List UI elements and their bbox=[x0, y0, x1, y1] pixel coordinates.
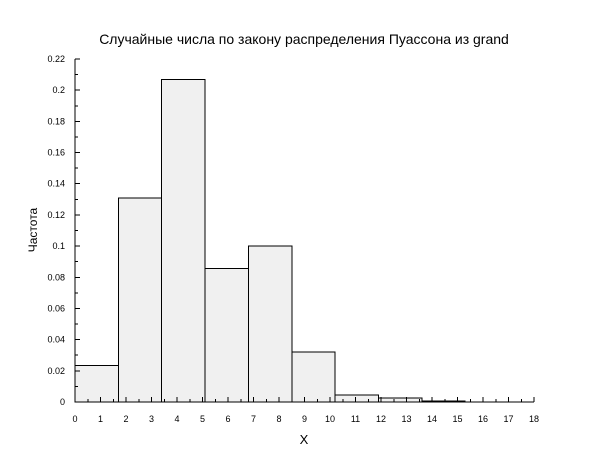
x-tick-label-6: 6 bbox=[225, 414, 230, 424]
histogram-bar-5 bbox=[292, 352, 335, 402]
x-tick-label-14: 14 bbox=[427, 414, 437, 424]
x-tick-label-18: 18 bbox=[529, 414, 539, 424]
y-tick-label-2: 0.04 bbox=[47, 335, 65, 345]
y-tick-label-0: 0 bbox=[60, 397, 65, 407]
y-tick-label-4: 0.08 bbox=[47, 272, 65, 282]
bars-layer bbox=[75, 79, 465, 402]
histogram-bar-2 bbox=[162, 79, 205, 402]
y-tick-label-9: 0.18 bbox=[47, 116, 65, 126]
x-tick-label-10: 10 bbox=[325, 414, 335, 424]
histogram-bar-3 bbox=[205, 269, 248, 402]
histogram-bar-0 bbox=[75, 365, 118, 402]
x-tick-label-7: 7 bbox=[251, 414, 256, 424]
x-axis-label: X bbox=[300, 432, 309, 447]
histogram-bar-1 bbox=[118, 198, 161, 402]
x-tick-label-5: 5 bbox=[200, 414, 205, 424]
histogram-bar-6 bbox=[335, 395, 378, 402]
y-tick-label-6: 0.12 bbox=[47, 210, 65, 220]
y-tick-label-3: 0.06 bbox=[47, 303, 65, 313]
x-tick-label-15: 15 bbox=[452, 414, 462, 424]
y-tick-label-7: 0.14 bbox=[47, 179, 65, 189]
x-tick-label-9: 9 bbox=[302, 414, 307, 424]
x-tick-label-11: 11 bbox=[351, 414, 360, 424]
x-tick-label-13: 13 bbox=[401, 414, 411, 424]
x-tick-label-16: 16 bbox=[478, 414, 488, 424]
y-tick-label-1: 0.02 bbox=[47, 366, 65, 376]
y-tick-label-11: 0.22 bbox=[47, 54, 65, 64]
x-tick-label-17: 17 bbox=[503, 414, 513, 424]
x-tick-label-12: 12 bbox=[376, 414, 386, 424]
x-tick-label-4: 4 bbox=[174, 414, 179, 424]
x-tick-label-1: 1 bbox=[98, 414, 103, 424]
y-tick-label-10: 0.2 bbox=[52, 85, 65, 95]
histogram-bar-4 bbox=[248, 246, 291, 402]
x-tick-label-8: 8 bbox=[276, 414, 281, 424]
chart-title: Случайные числа по закону распределения … bbox=[99, 31, 509, 47]
y-axis-label: Частота bbox=[26, 207, 40, 252]
x-tick-label-2: 2 bbox=[123, 414, 128, 424]
y-tick-label-8: 0.16 bbox=[47, 148, 65, 158]
y-tick-label-5: 0.1 bbox=[52, 241, 65, 251]
x-tick-label-3: 3 bbox=[149, 414, 154, 424]
histogram-bar-7 bbox=[378, 398, 421, 402]
x-tick-label-0: 0 bbox=[72, 414, 77, 424]
